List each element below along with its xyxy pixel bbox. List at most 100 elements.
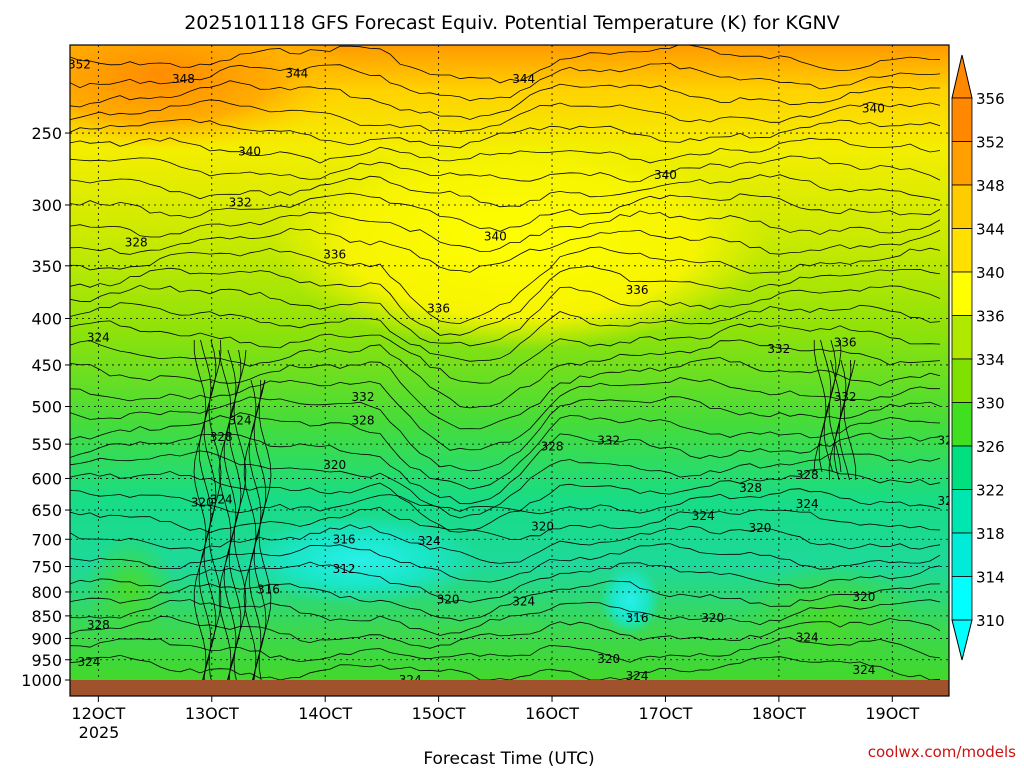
colorbar-label: 326 (976, 438, 1005, 456)
contour-label: 320 (531, 520, 554, 534)
contour-line (70, 396, 941, 472)
contour-label: 340 (484, 230, 507, 244)
contour-label: 316 (257, 582, 280, 596)
contour-line (70, 265, 941, 336)
y-tick-label: 650 (31, 501, 62, 520)
contour-line (70, 227, 941, 273)
contour-line (70, 99, 941, 133)
contour-label: 328 (87, 618, 110, 632)
colorbar-swatch (951, 576, 973, 621)
colorbar-label: 310 (976, 612, 1005, 630)
contour-line (70, 616, 941, 649)
contour-label: 320 (323, 458, 346, 472)
contour-label: 332 (597, 434, 620, 448)
plot-frame (69, 44, 950, 697)
contour-label: 324 (692, 509, 715, 523)
ground-surface (70, 680, 949, 696)
contour-label: 324 (229, 413, 252, 427)
contour-label: 336 (834, 335, 857, 349)
contour-line (243, 379, 257, 681)
contour-line (70, 137, 941, 164)
contour-label: 344 (285, 67, 308, 81)
colorbar-swatch (951, 358, 973, 403)
contour-label: 328 (739, 481, 762, 495)
contour-line (233, 349, 247, 687)
contour-label: 324 (626, 669, 649, 683)
colorbar-label: 356 (976, 90, 1005, 108)
contour-label: 320 (437, 592, 460, 606)
y-tick-label: 550 (31, 435, 62, 454)
contour-label: 328 (541, 439, 564, 453)
colorbar-bottom-arrow (951, 619, 973, 661)
contour-line (70, 174, 941, 208)
colorbar-label: 352 (976, 134, 1005, 152)
x-axis-year: 2025 (79, 723, 120, 742)
contour-line (70, 155, 941, 183)
contour-line (70, 506, 941, 541)
colorbar-label: 348 (976, 177, 1005, 195)
contour-label: 328 (938, 434, 961, 448)
x-axis: 12OCT 13OCT 14OCT 15OCT 16OCT 17OCT 18OCT 19OCT (71, 696, 919, 723)
contour-labels: 352 348 344 344 340 340 340 340 332 336 336 336 336 3… (68, 57, 961, 687)
contour-label: 320 (701, 611, 724, 625)
contour-label: 324 (418, 534, 441, 548)
colorbar-label: 334 (976, 351, 1005, 369)
contour-label: 336 (323, 247, 346, 261)
colorbar-label: 322 (976, 482, 1005, 500)
contour-label: 324 (77, 655, 100, 669)
contour-label: 320 (749, 521, 772, 535)
y-tick-label: 1000 (21, 671, 62, 690)
contour-label: 324 (796, 497, 819, 511)
contour-line (70, 320, 941, 384)
contour-line (258, 379, 272, 681)
contour-line (70, 80, 941, 120)
contour-label: 312 (333, 562, 356, 576)
contour-line (70, 637, 941, 663)
colorbar-swatch (951, 141, 973, 186)
x-tick-label: 16OCT (525, 704, 579, 723)
x-tick-label: 19OCT (865, 704, 919, 723)
x-tick-label: 12OCT (71, 704, 125, 723)
y-tick-label: 300 (31, 196, 62, 215)
contour-label: 316 (626, 611, 649, 625)
contour-line (70, 62, 941, 102)
contour-label: 352 (68, 57, 91, 71)
x-tick-label: 13OCT (185, 704, 239, 723)
contour-label: 328 (352, 413, 375, 427)
warm-region-upper-middle (270, 130, 770, 350)
contour-line (70, 45, 941, 84)
x-tick-label: 14OCT (298, 704, 352, 723)
contour-label: 332 (834, 390, 857, 404)
contour-label: 332 (229, 195, 252, 209)
contour-line (828, 339, 842, 473)
contour-line (70, 561, 941, 603)
colorbar-swatch (951, 97, 973, 142)
moist-region-right (740, 560, 920, 680)
y-axis: 250 300 350 400 450 500 550 600 650 700 750 800 850 9… (21, 124, 70, 690)
credit-text: coolwx.com/models (868, 743, 1016, 761)
colorbar-swatch (951, 532, 973, 577)
contour-line (70, 412, 941, 490)
colorbar-label: 344 (976, 221, 1005, 239)
contour-line (70, 377, 940, 451)
plot-area: 352 348 344 344 340 340 340 340 332 336 336 336 336 3… (68, 45, 961, 696)
contour-label: 332 (767, 342, 790, 356)
contour-label: 320 (597, 652, 620, 666)
x-tick-label: 17OCT (638, 704, 692, 723)
y-tick-label: 500 (31, 398, 62, 417)
y-tick-label: 950 (31, 651, 62, 670)
cool-region-lower-left (240, 515, 480, 605)
contour-label: 328 (210, 430, 233, 444)
contour-line (70, 192, 941, 232)
y-tick-label: 600 (31, 469, 62, 488)
contour-line (70, 119, 941, 149)
contour-label: 324 (210, 493, 233, 507)
contour-line (843, 359, 857, 480)
colorbar-swatch (951, 402, 973, 447)
contour-label: 348 (172, 72, 195, 86)
contour-line (70, 599, 941, 636)
y-tick-label: 700 (31, 530, 62, 549)
contour-label: 340 (654, 168, 677, 182)
chart-title: 2025101118 GFS Forecast Equiv. Potential… (184, 12, 840, 34)
